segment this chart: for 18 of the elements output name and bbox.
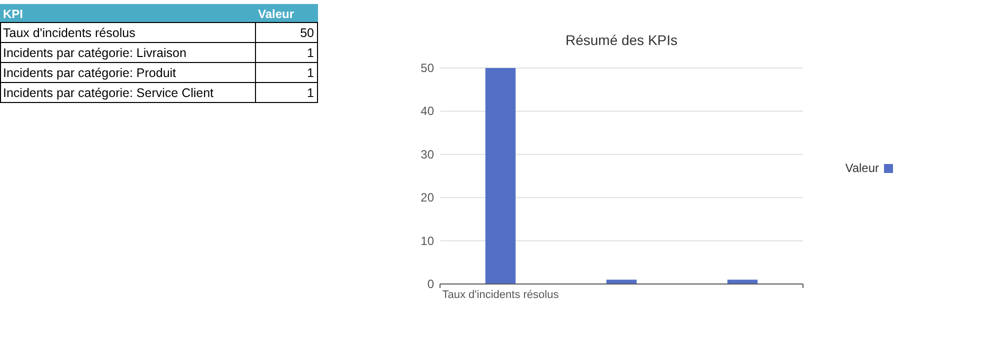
text: 1	[307, 46, 314, 60]
text: Incidents par catégorie: Livraison	[3, 46, 186, 60]
y-tick-label: 0	[427, 277, 434, 291]
y-tick-label: 50	[420, 61, 434, 75]
text: 1	[307, 86, 314, 100]
text: 1	[307, 66, 314, 80]
y-tick-label: 20	[420, 190, 434, 205]
text: 50	[300, 26, 314, 40]
chart-title: Résumé des KPIs	[565, 32, 678, 48]
text: Taux d'incidents résolus	[3, 26, 136, 40]
text: Valeur	[258, 7, 294, 21]
text: Incidents par catégorie: Service Client	[3, 86, 214, 100]
y-tick-label: 40	[420, 104, 434, 118]
y-tick-label: 10	[420, 234, 434, 248]
legend-label: Valeur	[845, 161, 880, 175]
text: KPI	[3, 7, 24, 21]
text: Incidents par catégorie: Produit	[3, 66, 177, 80]
y-tick-label: 30	[420, 147, 434, 162]
